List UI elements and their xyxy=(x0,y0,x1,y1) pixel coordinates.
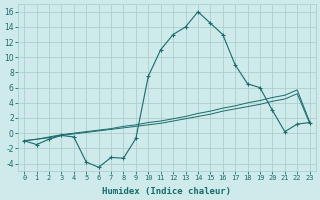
X-axis label: Humidex (Indice chaleur): Humidex (Indice chaleur) xyxy=(102,187,231,196)
